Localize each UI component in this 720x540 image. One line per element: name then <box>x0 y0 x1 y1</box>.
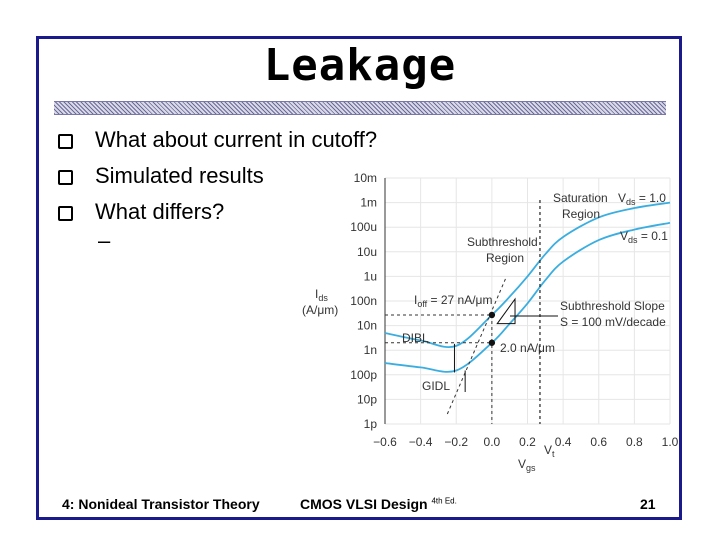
leakage-chart: 10m 1m 100u 10u 1u 100n 10n 1n 100p 10p 1p −0.6 −0.4… <box>302 171 679 473</box>
vt-label-main: V <box>544 443 552 457</box>
x-tick-label: −0.4 <box>409 435 433 449</box>
saturation-label: Saturation <box>553 191 608 205</box>
series-name-sub: ds <box>628 235 638 245</box>
slide-title: Leakage <box>263 40 457 91</box>
y-tick-label: 1n <box>364 343 377 357</box>
x-tick-label: 0.2 <box>519 435 536 449</box>
footer-course-name: CMOS VLSI Design <box>300 496 428 512</box>
bullet-item: Simulated results <box>58 158 377 194</box>
gidl-guide-line <box>446 277 507 415</box>
dibl-label: DIBL <box>402 331 429 345</box>
ioff-label-main: I <box>414 293 417 307</box>
x-tick-label: 0.4 <box>555 435 572 449</box>
series-name-value: = 1.0 <box>636 191 667 205</box>
series-name-main: V <box>618 191 626 205</box>
footer-course: CMOS VLSI Design 4th Ed. <box>300 496 457 512</box>
checkbox-bullet-icon <box>58 169 73 185</box>
y-tick-label: 100p <box>350 368 377 382</box>
chart-curves <box>384 201 671 373</box>
vt-label-sub: t <box>552 449 555 459</box>
y-tick-label: 10u <box>357 245 377 259</box>
bullet-text: What about current in cutoff? <box>95 127 378 152</box>
y-tick-label: 10n <box>357 319 377 333</box>
series-line-vds-1-0 <box>384 201 671 349</box>
sub-bullet: – <box>98 228 111 253</box>
x-axis-label: Vgs <box>518 457 536 473</box>
slope-triangle <box>496 297 516 325</box>
checkbox-bullet-icon <box>58 205 73 221</box>
x-tick-label: 1.0 <box>662 435 679 449</box>
gidl-label: GIDL <box>422 379 450 393</box>
ioff-label: Ioff = 27 nA/μm <box>414 293 492 309</box>
ioff-point <box>488 311 496 319</box>
footer-edition: 4th Ed. <box>431 496 457 506</box>
chart-annotations: Vt Saturation Vds = 1.0 Region Vds = 0.1 Subt… <box>385 191 668 459</box>
y-axis-label-sub: ds <box>318 293 328 303</box>
vt-label: Vt <box>544 443 555 459</box>
x-tick-label: 0.0 <box>484 435 501 449</box>
bullet-item: What about current in cutoff? <box>58 122 377 158</box>
ioff-label-value: = 27 nA/μm <box>427 293 492 307</box>
slide-frame <box>36 36 682 520</box>
subthreshold-region-label: Region <box>486 251 524 265</box>
y-tick-label: 1p <box>364 417 378 431</box>
title-divider <box>54 101 666 115</box>
checkbox-bullet-icon <box>58 133 73 149</box>
bullet-text: Simulated results <box>95 163 264 188</box>
x-tick-label: 0.8 <box>626 435 643 449</box>
subthreshold-label: Subthreshold <box>467 235 538 249</box>
y-tick-label: 10m <box>354 171 377 185</box>
slope-value-label: S = 100 mV/decade <box>560 315 666 329</box>
chart-axes: 10m 1m 100u 10u 1u 100n 10n 1n 100p 10p 1p −0.6 −0.4… <box>302 171 679 473</box>
y-tick-label: 100u <box>350 220 377 234</box>
ioff-label-sub: off <box>417 299 427 309</box>
y-axis-label-main: I <box>315 287 318 301</box>
series-label-vds-0-1: Vds = 0.1 <box>620 229 668 245</box>
y-tick-label: 1u <box>364 269 377 283</box>
page-number: 21 <box>640 496 656 512</box>
x-tick-label: −0.2 <box>444 435 468 449</box>
x-axis-label-sub: gs <box>526 463 536 473</box>
series-line-vds-0-1 <box>384 221 671 373</box>
series-name-value: = 0.1 <box>638 229 669 243</box>
slope-title-label: Subthreshold Slope <box>560 299 665 313</box>
series-label-vds-1-0: Vds = 1.0 <box>618 191 666 207</box>
y-axis-unit: (A/μm) <box>302 303 338 317</box>
x-tick-label: −0.6 <box>373 435 397 449</box>
second-point-label: 2.0 nA/μm <box>500 341 555 355</box>
y-tick-label: 10p <box>357 392 377 406</box>
series-name-sub: ds <box>626 197 636 207</box>
y-tick-label: 100n <box>350 294 377 308</box>
bullet-list: What about current in cutoff? Simulated … <box>58 122 377 230</box>
x-tick-label: 0.6 <box>590 435 607 449</box>
y-tick-label: 1m <box>360 196 377 210</box>
saturation-region-label: Region <box>562 207 600 221</box>
footer-chapter: 4: Nonideal Transistor Theory <box>62 496 260 512</box>
series-name-main: V <box>620 229 628 243</box>
y-axis-label: Ids <box>315 287 328 303</box>
low-vds-point <box>488 339 496 346</box>
x-axis-label-main: V <box>518 457 526 471</box>
bullet-text: What differs? <box>95 199 225 224</box>
bullet-item: What differs? <box>58 194 377 230</box>
